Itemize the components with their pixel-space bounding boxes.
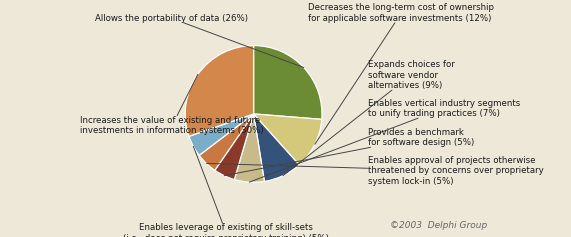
Wedge shape xyxy=(234,114,264,182)
Wedge shape xyxy=(185,46,254,136)
Wedge shape xyxy=(189,114,254,155)
Text: Provides a benchmark
for software design (5%): Provides a benchmark for software design… xyxy=(224,128,474,176)
Wedge shape xyxy=(215,114,254,180)
Wedge shape xyxy=(254,114,299,182)
Text: Enables leverage of existing of skill-sets
(i.e., does not require proprietary t: Enables leverage of existing of skill-se… xyxy=(123,146,329,237)
Text: Allows the portability of data (26%): Allows the portability of data (26%) xyxy=(95,14,304,68)
Text: Enables vertical industry segments
to unify trading practices (7%): Enables vertical industry segments to un… xyxy=(250,99,520,182)
Wedge shape xyxy=(254,114,321,165)
Wedge shape xyxy=(199,114,254,170)
Text: Decreases the long-term cost of ownership
for applicable software investments (1: Decreases the long-term cost of ownershi… xyxy=(308,3,494,144)
Wedge shape xyxy=(254,46,322,119)
Text: Enables approval of projects otherwise
threatened by concerns over proprietary
s: Enables approval of projects otherwise t… xyxy=(207,156,543,186)
Text: Increases the value of existing and future
investments in information systems (3: Increases the value of existing and futu… xyxy=(81,74,264,135)
Text: Expands choices for
software vendor
alternatives (9%): Expands choices for software vendor alte… xyxy=(283,60,455,176)
Text: ©2003  Delphi Group: ©2003 Delphi Group xyxy=(391,221,488,230)
